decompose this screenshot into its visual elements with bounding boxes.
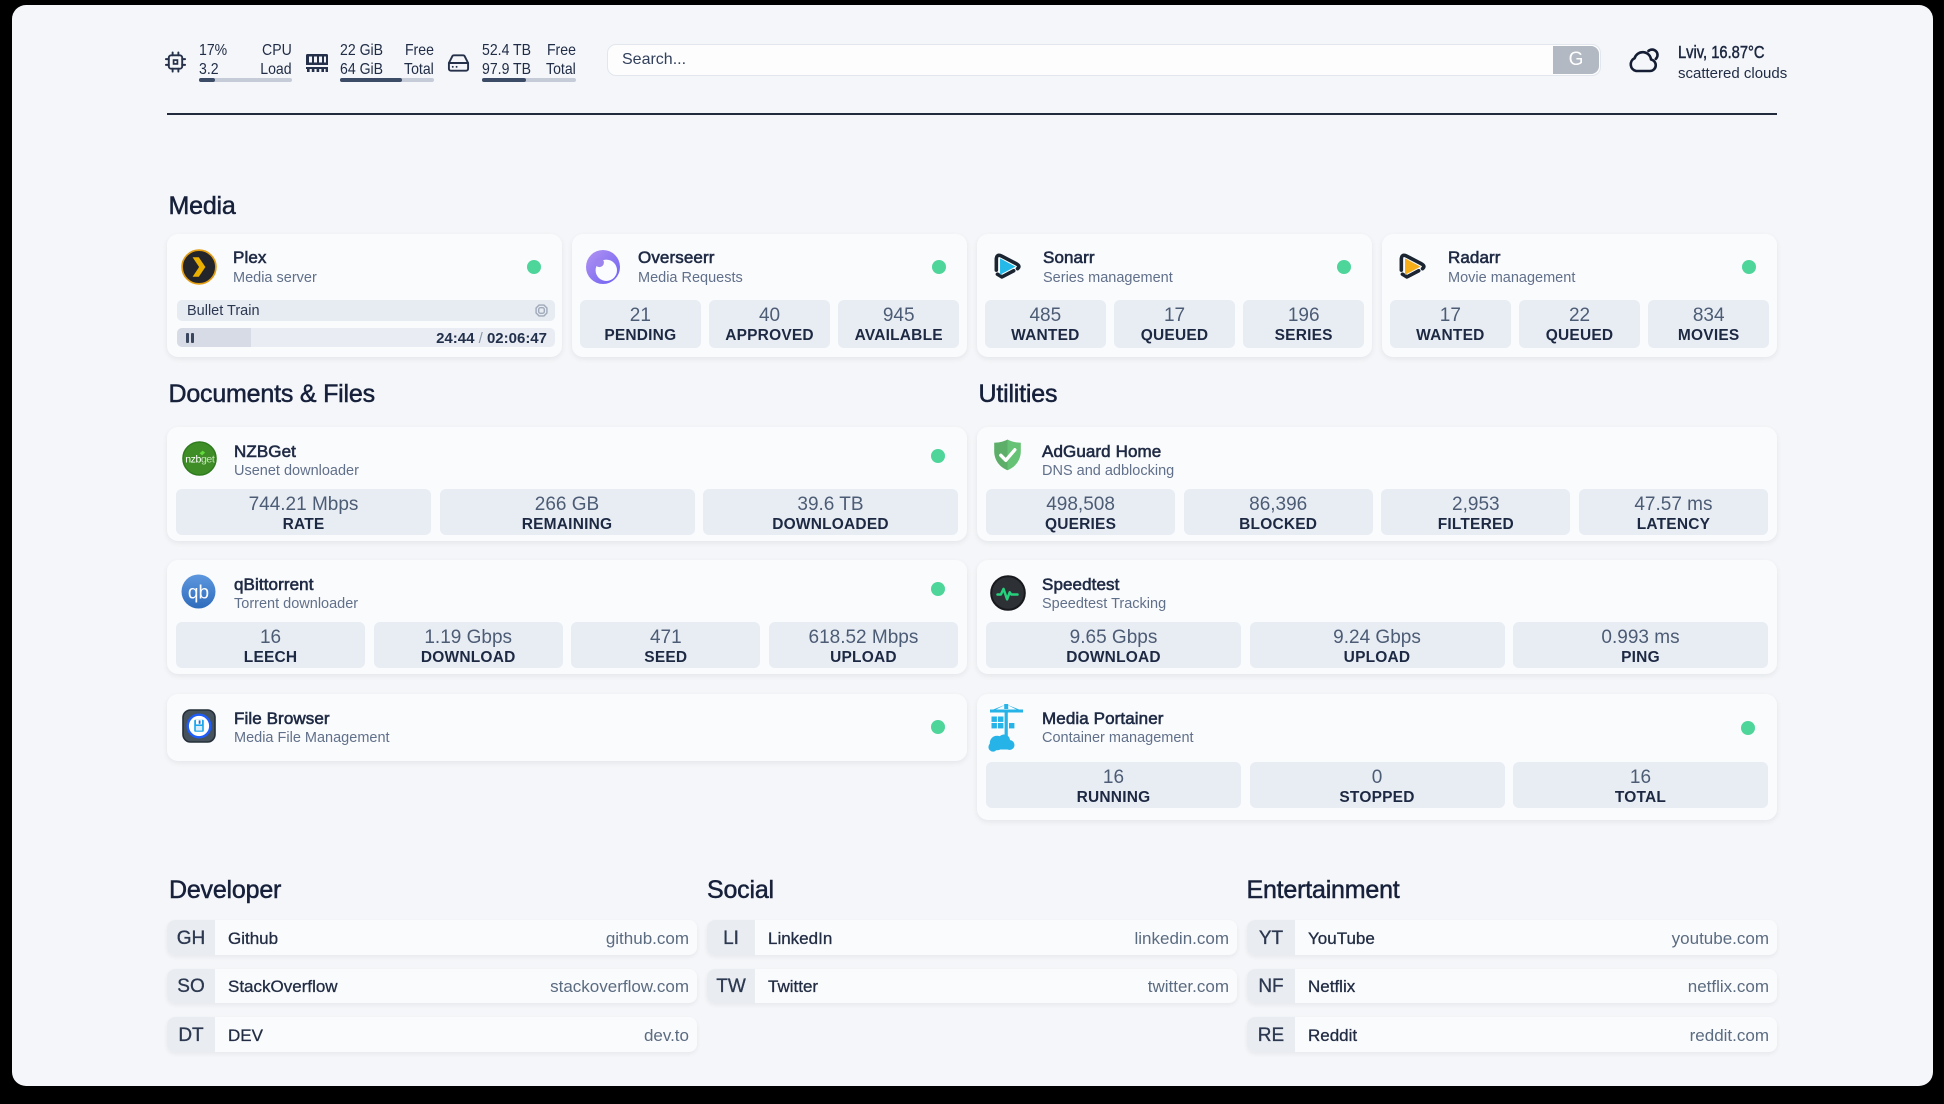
- svg-text:nzbget: nzbget: [185, 453, 215, 465]
- svg-text:qb: qb: [188, 583, 209, 604]
